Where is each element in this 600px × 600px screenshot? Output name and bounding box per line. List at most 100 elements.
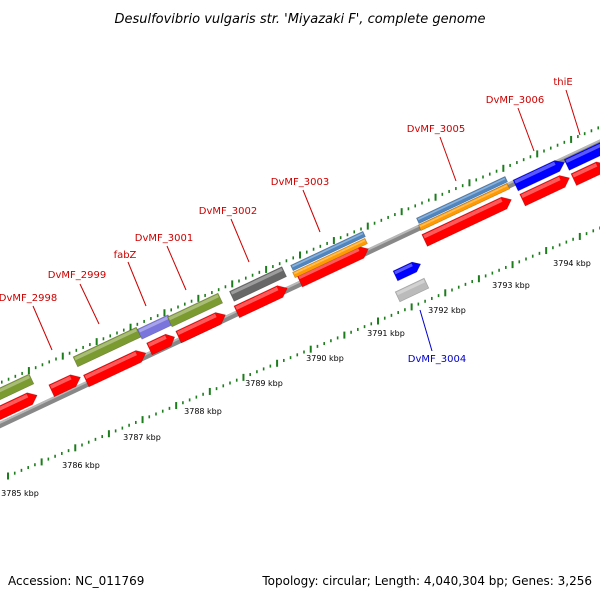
feature [394, 277, 430, 303]
lower-tick-track [7, 226, 600, 480]
gene-label-dvmf-2999[interactable]: DvMF_2999 [48, 270, 106, 281]
feature-highlight [572, 163, 598, 178]
gene-label-dvmf-3006[interactable]: DvMF_3006 [486, 95, 544, 106]
feature-shape [417, 183, 511, 231]
feature-shape [233, 285, 288, 319]
feature [563, 135, 600, 171]
feature [290, 230, 366, 272]
feature-highlight [84, 351, 137, 379]
feature-highlight [147, 335, 167, 347]
feature-shape [175, 312, 226, 344]
scale-label: 3787 kbp [123, 433, 161, 442]
scale-label: 3794 kbp [553, 259, 591, 268]
feature-highlight [138, 316, 169, 333]
feature-shape [394, 277, 430, 303]
feature [417, 183, 511, 231]
callout-line [419, 309, 433, 352]
feature [175, 312, 226, 344]
feature [233, 285, 288, 319]
gene-label-dvmf-3003[interactable]: DvMF_3003 [271, 177, 329, 188]
feature-shape [0, 373, 35, 407]
feature [512, 160, 565, 192]
gene-labels: DvMF_2998 DvMF_2999 fabZ DvMF_3001 DvMF_… [0, 77, 573, 365]
scale-label: 3785 kbp [1, 489, 39, 498]
feature-highlight [168, 294, 219, 321]
feature [292, 237, 368, 279]
gene-label-dvmf-3002[interactable]: DvMF_3002 [199, 206, 257, 217]
gene-label-thie[interactable]: thiE [553, 77, 572, 88]
feature [519, 175, 570, 207]
map-title: Desulfovibrio vulgaris str. 'Miyazaki F'… [114, 12, 485, 27]
feature [48, 374, 81, 398]
scale-label: 3793 kbp [492, 281, 530, 290]
scale-label: 3792 kbp [428, 306, 466, 315]
upper-tick-track [0, 126, 600, 384]
feature-highlight [417, 177, 506, 221]
feature-shape [392, 261, 422, 282]
feature-highlight [423, 198, 503, 239]
feature-highlight [293, 239, 366, 275]
feature-highlight [0, 375, 31, 400]
callout-line [127, 261, 147, 307]
feature-highlight [177, 313, 217, 335]
feature [421, 196, 512, 247]
scale-label: 3791 kbp [367, 329, 405, 338]
gene-label-dvmf-3001[interactable]: DvMF_3001 [135, 233, 193, 244]
feature [415, 176, 509, 224]
gene-label-dvmf-2998[interactable]: DvMF_2998 [0, 293, 57, 304]
gene-label-dvmf-3004[interactable]: DvMF_3004 [408, 354, 466, 365]
feature-highlight [394, 263, 413, 275]
feature [229, 266, 287, 302]
genome-summary-text: Topology: circular; Length: 4,040,304 bp… [262, 574, 592, 588]
scale-labels: 3785 kbp 3786 kbp 3787 kbp 3788 kbp 3789… [1, 259, 591, 498]
callout-line [79, 283, 100, 325]
feature-highlight [521, 176, 561, 198]
feature [392, 261, 422, 282]
feature-highlight [514, 161, 556, 184]
feature-highlight [0, 394, 29, 419]
feature [146, 333, 176, 356]
callout-line [166, 245, 187, 291]
feature-highlight [419, 184, 508, 228]
feature-highlight [291, 232, 364, 268]
feature-shape [0, 392, 38, 428]
feature [166, 292, 224, 328]
feature-shape [512, 160, 565, 192]
feature [82, 350, 147, 388]
feature-highlight [565, 136, 600, 164]
feature-shape [229, 266, 287, 302]
callout-line [230, 218, 250, 263]
feature-highlight [230, 268, 283, 295]
feature [570, 161, 600, 186]
scale-label: 3788 kbp [184, 407, 222, 416]
feature-shape [519, 175, 570, 207]
feature-highlight [298, 247, 360, 280]
feature-shape [290, 230, 366, 272]
callout-line [439, 136, 457, 182]
scale-label: 3789 kbp [245, 379, 283, 388]
feature-shape [146, 333, 176, 356]
callout-lines [32, 89, 581, 352]
feature-shape [48, 374, 81, 398]
feature-shape [166, 292, 224, 328]
gene-label-fabz[interactable]: fabZ [114, 250, 137, 261]
gene-label-dvmf-3005[interactable]: DvMF_3005 [407, 124, 465, 135]
feature-highlight [74, 328, 138, 361]
scale-label: 3786 kbp [62, 461, 100, 470]
feature-shape [82, 350, 147, 388]
accession-text: Accession: NC_011769 [8, 574, 145, 588]
feature-shape [563, 135, 600, 171]
feature-highlight [235, 286, 279, 310]
feature-track [0, 135, 600, 428]
feature [0, 373, 35, 407]
feature-highlight [396, 279, 425, 296]
callout-line [565, 89, 581, 136]
feature-shape [292, 237, 368, 279]
feature-shape [415, 176, 509, 224]
callout-line [302, 189, 321, 233]
feature-shape [570, 161, 600, 186]
scale-label: 3790 kbp [306, 354, 344, 363]
feature [0, 392, 38, 428]
callout-line [517, 107, 535, 152]
